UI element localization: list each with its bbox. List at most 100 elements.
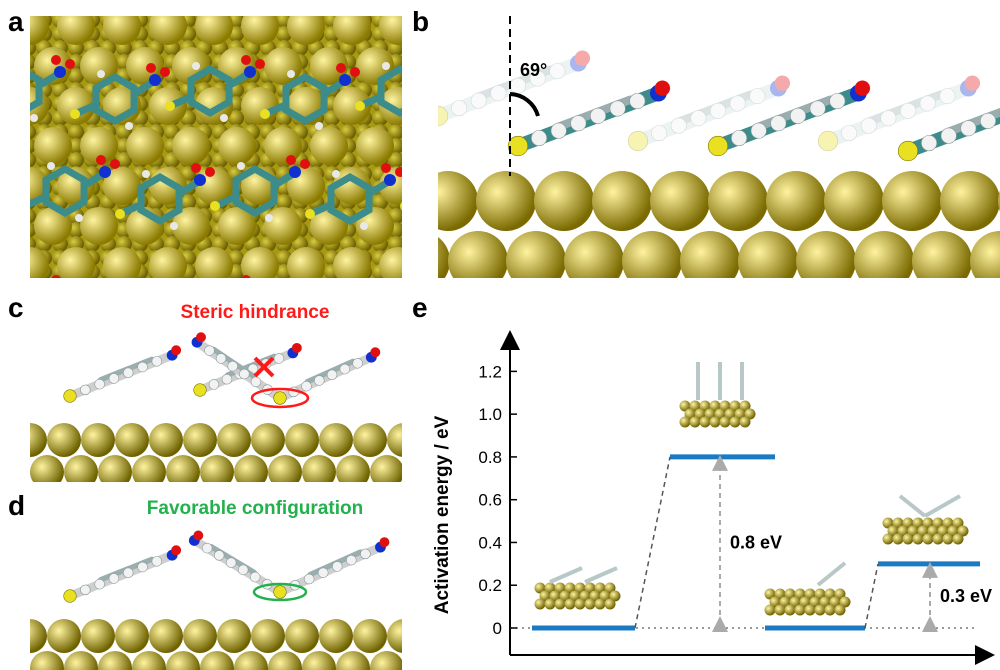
gold-atom-large xyxy=(34,127,72,165)
carbon-atom xyxy=(729,95,746,112)
molecule xyxy=(898,494,927,518)
gold-atom xyxy=(814,588,826,600)
oxygen-atom xyxy=(255,59,265,69)
gold-atom-large xyxy=(218,127,256,165)
oxygen-atom xyxy=(300,159,310,169)
sulfur-atom xyxy=(63,589,77,603)
carbon-atom xyxy=(710,102,727,119)
gold-atom-small xyxy=(30,124,36,140)
oxygen-atom xyxy=(51,275,61,278)
gold-atom xyxy=(574,598,586,610)
hydrogen-atom xyxy=(315,122,323,130)
gold-atom-small xyxy=(68,124,84,140)
hydrogen-atom xyxy=(382,62,390,70)
carbon-atom xyxy=(570,115,587,132)
gold-atom-large xyxy=(126,127,164,165)
panel-b-side-view xyxy=(438,16,1000,278)
y-axis-label: Activation energy / eV xyxy=(432,415,453,614)
gold-atom xyxy=(217,423,251,457)
sulfur-atom xyxy=(507,135,529,157)
carbon-atom xyxy=(94,378,105,390)
gold-atom-large xyxy=(241,87,279,125)
bond xyxy=(30,194,47,208)
bond xyxy=(475,65,555,101)
gold-atom-large xyxy=(57,16,95,45)
gold-atom xyxy=(784,604,796,616)
oxygen-atom xyxy=(774,75,791,91)
carbon-atom xyxy=(301,380,312,392)
oxygen-atom xyxy=(110,159,120,169)
carbon-atom xyxy=(980,112,997,129)
panel-d-illustration xyxy=(30,530,402,670)
gold-atom xyxy=(166,651,200,670)
gold-atom-large xyxy=(310,47,348,85)
gold-slab xyxy=(438,171,1000,278)
sulfur-atom xyxy=(115,209,125,219)
gold-atom-large xyxy=(57,247,95,278)
oxygen-atom xyxy=(395,167,402,177)
gold-atom xyxy=(353,619,387,653)
gold-atom xyxy=(554,598,566,610)
gold-atom xyxy=(438,237,450,278)
structure-inset xyxy=(679,400,756,428)
y-tick-label: 0 xyxy=(493,619,502,638)
oxygen-atom xyxy=(964,75,981,91)
gold-atom xyxy=(115,619,149,653)
carbon-atom xyxy=(829,93,846,110)
gold-atom xyxy=(774,604,786,616)
gold-atom xyxy=(892,533,904,545)
hydrogen-atom xyxy=(47,162,55,170)
carbon-atom xyxy=(550,122,567,139)
carbon-atom xyxy=(651,125,668,142)
gold-atom xyxy=(448,231,508,278)
gold-atom-large xyxy=(287,16,325,45)
molecule xyxy=(63,545,182,603)
nitrogen-atom xyxy=(244,66,256,78)
gold-atom xyxy=(302,651,336,670)
structure-inset xyxy=(764,588,851,616)
gold-atom xyxy=(584,598,596,610)
rotation-ring xyxy=(252,582,308,602)
gold-atom xyxy=(564,598,576,610)
gold-atom xyxy=(599,590,611,602)
tilt-angle-arc xyxy=(509,92,540,117)
gold-atom-large xyxy=(218,207,256,245)
gold-atom xyxy=(544,598,556,610)
gold-atom xyxy=(957,525,969,537)
gold-atom xyxy=(922,517,934,529)
hydrogen-atom xyxy=(142,170,150,178)
gold-atom xyxy=(882,171,942,231)
benzene-ring xyxy=(232,164,278,218)
oxygen-atom xyxy=(379,537,390,548)
oxygen-atom xyxy=(286,155,296,165)
gold-atom xyxy=(719,400,731,412)
gold-atom-small xyxy=(276,194,292,210)
carbon-atom xyxy=(900,102,917,119)
carbon-atom xyxy=(303,573,315,585)
y-tick-label: 1.0 xyxy=(478,405,502,424)
hydrogen-atom xyxy=(192,62,200,70)
oxygen-atom xyxy=(241,275,251,278)
gold-atom xyxy=(579,590,591,602)
gold-atom xyxy=(744,408,756,420)
panel-label-c: c xyxy=(8,292,24,323)
sulfur-atom xyxy=(817,130,839,152)
hydrogen-atom xyxy=(287,70,295,78)
carbon-atom xyxy=(860,117,877,134)
sulfur-atom xyxy=(210,201,220,211)
gold-atom-large xyxy=(333,87,371,125)
gold-atom xyxy=(183,423,217,457)
connector xyxy=(634,456,671,629)
y-tick-label: 0.4 xyxy=(478,533,502,552)
bond xyxy=(865,90,945,126)
gold-atom-small xyxy=(228,110,244,126)
gold-atom xyxy=(81,423,115,457)
gold-atom xyxy=(799,596,811,608)
carbon-atom xyxy=(339,363,351,375)
gold-atom xyxy=(942,517,954,529)
molecule xyxy=(816,561,847,587)
gold-atom-large xyxy=(241,16,279,45)
oxygen-atom xyxy=(370,347,381,358)
gold-atom xyxy=(268,455,302,482)
carbon-atom xyxy=(470,92,487,109)
